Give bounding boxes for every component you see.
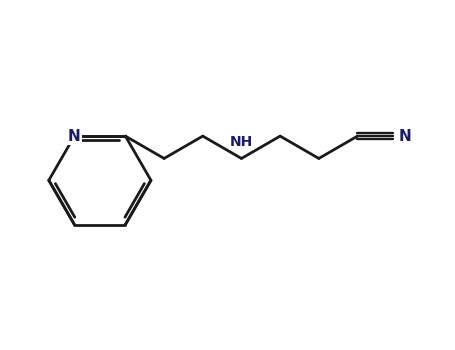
Text: N: N [68, 128, 81, 143]
Text: N: N [399, 128, 411, 143]
Text: NH: NH [230, 135, 253, 149]
